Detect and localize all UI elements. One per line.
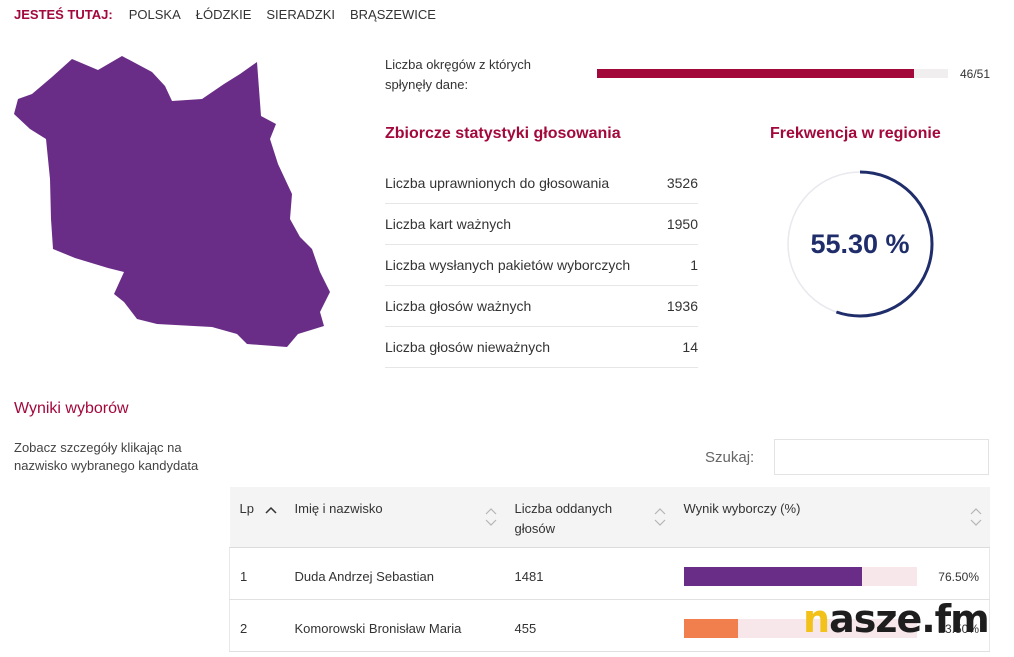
- table-row[interactable]: 1 Duda Andrzej Sebastian 1481 76.50%: [229, 547, 990, 600]
- column-header-label: Imię i nazwisko: [294, 501, 383, 516]
- column-header-label: Lp: [239, 501, 254, 516]
- region-map: [14, 56, 330, 347]
- stats-table: Liczba uprawnionych do głosowania 3526 L…: [385, 163, 698, 368]
- stats-row: Liczba głosów ważnych 1936: [385, 286, 698, 327]
- region-map-shape[interactable]: [14, 56, 330, 347]
- result-bar: [683, 619, 917, 638]
- column-header-result[interactable]: Wynik wyborczy (%): [673, 487, 990, 548]
- sort-both-icon: [654, 508, 665, 526]
- turnout-gauge-arc: [786, 170, 934, 318]
- result-bar-fill: [683, 567, 862, 586]
- cell-result: 23.50%: [673, 599, 990, 652]
- stats-row-label: Liczba głosów ważnych: [385, 298, 532, 314]
- districts-reported-label: Liczba okręgów z których spłynęły dane:: [385, 57, 531, 92]
- sort-both-icon: [485, 508, 496, 526]
- search-label: Szukaj:: [705, 449, 755, 466]
- turnout-value: 55.30 %: [810, 228, 910, 259]
- stats-row-label: Liczba kart ważnych: [385, 216, 512, 232]
- stats-row-value: 3526: [666, 175, 698, 191]
- stats-row-value: 1936: [666, 298, 698, 314]
- stats-row: Liczba uprawnionych do głosowania 3526: [385, 163, 698, 204]
- results-table: Lp Imię i nazwisko Liczba oddanych głosó…: [229, 487, 990, 652]
- stats-row: Liczba wysłanych pakietów wyborczych 1: [385, 245, 698, 286]
- breadcrumb-item-lodzkie[interactable]: ŁÓDZKIE: [195, 7, 252, 22]
- turnout-title: Frekwencja w regionie: [770, 125, 941, 142]
- stats-row-value: 1: [690, 257, 698, 273]
- result-bar-fill: [683, 619, 739, 638]
- cell-votes: 1481: [504, 547, 674, 600]
- table-row[interactable]: 2 Komorowski Bronisław Maria 455 23.50%: [229, 599, 990, 652]
- stats-row: Liczba kart ważnych 1950: [385, 204, 698, 245]
- stats-row: Liczba głosów nieważnych 14: [385, 327, 698, 368]
- result-percent: 76.50%: [938, 569, 979, 584]
- sort-ascending-icon: [264, 506, 277, 514]
- column-header-label: Liczba oddanych głosów: [514, 501, 613, 536]
- stats-row-value: 14: [682, 339, 698, 355]
- cell-lp: 1: [229, 547, 285, 600]
- stats-row-value: 1950: [666, 216, 698, 232]
- breadcrumb-item-polska[interactable]: POLSKA: [128, 7, 181, 22]
- breadcrumb: JESTEŚ TUTAJ: POLSKA ŁÓDZKIE SIERADZKI B…: [14, 7, 451, 22]
- districts-reported-value: 46/51: [960, 67, 991, 81]
- nasze-fm-logo: nasze.fm: [803, 597, 990, 641]
- column-header-label: Wynik wyborczy (%): [683, 501, 801, 516]
- districts-reported-bar: [597, 69, 948, 78]
- column-header-votes[interactable]: Liczba oddanych głosów: [504, 487, 674, 548]
- logo-letter-n: n: [803, 597, 830, 641]
- breadcrumb-item-braszewice[interactable]: BRĄSZEWICE: [350, 7, 436, 22]
- sort-both-icon: [970, 508, 981, 526]
- candidate-name-link[interactable]: Komorowski Bronisław Maria: [284, 599, 505, 652]
- breadcrumb-item-sieradzki[interactable]: SIERADZKI: [266, 7, 335, 22]
- stats-row-label: Liczba uprawnionych do głosowania: [385, 175, 610, 191]
- results-title: Wyniki wyborów: [14, 400, 129, 417]
- column-header-name[interactable]: Imię i nazwisko: [284, 487, 505, 548]
- result-percent: 23.50%: [938, 621, 979, 636]
- stats-row-label: Liczba głosów nieważnych: [385, 339, 550, 355]
- results-hint: Zobacz szczegóły klikając na nazwisko wy…: [14, 440, 199, 473]
- breadcrumb-here-label: JESTEŚ TUTAJ:: [14, 7, 113, 22]
- districts-reported-bar-fill: [597, 69, 914, 78]
- stats-row-label: Liczba wysłanych pakietów wyborczych: [385, 257, 631, 273]
- turnout-gauge: [786, 170, 934, 318]
- logo-text: asze.fm: [829, 597, 990, 641]
- cell-result: 76.50%: [673, 547, 990, 600]
- candidate-name-link[interactable]: Duda Andrzej Sebastian: [284, 547, 505, 600]
- cell-votes: 455: [504, 599, 674, 652]
- cell-lp: 2: [229, 599, 285, 652]
- search-input[interactable]: [774, 439, 989, 475]
- stats-title: Zbiorcze statystyki głosowania: [385, 125, 621, 142]
- column-header-lp[interactable]: Lp: [229, 487, 285, 548]
- result-bar: [683, 567, 917, 586]
